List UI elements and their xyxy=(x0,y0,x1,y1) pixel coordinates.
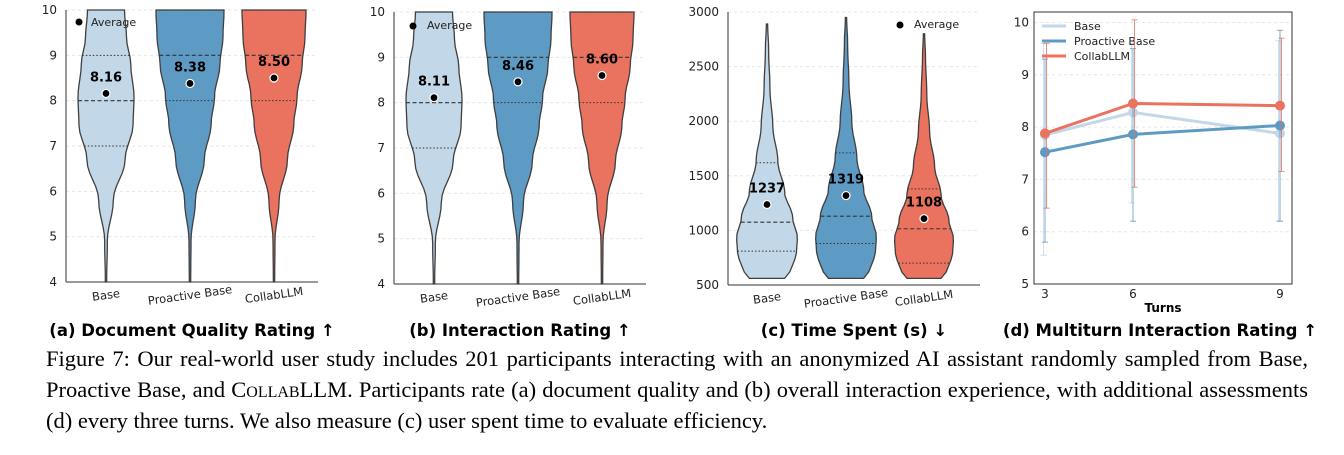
mean-marker xyxy=(101,88,111,99)
legend-marker xyxy=(75,18,83,26)
legend-label: Average xyxy=(914,18,959,31)
figure-caption: Figure 7: Our real-world user study incl… xyxy=(46,343,1308,436)
y-tick-label: 5 xyxy=(49,230,57,244)
violin-base xyxy=(736,23,798,280)
y-tick-label: 9 xyxy=(49,48,57,62)
y-tick-label: 1500 xyxy=(688,169,719,183)
mean-label: 8.50 xyxy=(258,55,290,70)
legend-marker xyxy=(896,21,904,29)
y-tick-label: 7 xyxy=(1021,172,1029,186)
data-point xyxy=(1040,128,1050,139)
y-tick-label: 8 xyxy=(377,96,385,110)
mean-label: 1319 xyxy=(828,173,864,188)
y-tick-label: 2500 xyxy=(688,60,719,74)
mean-label: 8.16 xyxy=(90,70,122,85)
caption-text-2: . Participants rate (a) document quality… xyxy=(46,377,1308,433)
y-tick-label: 10 xyxy=(1014,15,1029,29)
mean-label: 1108 xyxy=(906,196,942,211)
x-tick-label: 9 xyxy=(1276,287,1284,301)
plot-frame xyxy=(1033,11,1293,285)
violin-collabllm xyxy=(893,33,955,280)
y-tick-label: 10 xyxy=(370,5,385,19)
violin-proactive-base xyxy=(815,16,877,280)
violin-proactive-base xyxy=(483,11,553,285)
y-tick-label: 9 xyxy=(1021,68,1029,82)
figure-panels: 4 5 6 7 8 9 10 8.16 Base 8.38 Proactive Base 8.50 Co… xyxy=(42,3,1317,340)
y-tick-label: 3000 xyxy=(688,5,719,19)
violin-panel-2: 500 1000 1500 2000 2500 3000 1237 Base 1319 Proac… xyxy=(688,5,980,340)
category-label: Base xyxy=(752,289,782,307)
caption-collabllm-name: CollabLLM xyxy=(231,377,348,402)
data-point xyxy=(1275,100,1285,111)
line-panel: 5 6 7 8 9 10 3 6 9 Turns Base Proactive Base CollabL… xyxy=(1003,11,1317,340)
legend-label: Base xyxy=(1074,20,1101,33)
panel-title: (a) Document Quality Rating ↑ xyxy=(49,321,334,340)
category-label: Base xyxy=(91,286,121,304)
category-label: Proactive Base xyxy=(803,285,889,311)
category-label: CollabLLM xyxy=(572,286,632,308)
x-tick-label: 6 xyxy=(1129,287,1137,301)
legend-label: CollabLLM xyxy=(1074,50,1130,63)
y-tick-label: 2000 xyxy=(688,114,719,128)
violin-proactive-base xyxy=(155,9,225,283)
y-tick-label: 4 xyxy=(49,275,57,289)
y-tick-label: 9 xyxy=(377,50,385,64)
y-tick-label: 6 xyxy=(49,184,57,198)
violin-panel-1: 4 5 6 7 8 9 10 8.11 Base 8.46 Proactive Base 8.60 Co… xyxy=(370,5,646,340)
series-proactive-base xyxy=(1040,29,1285,243)
y-tick-label: 8 xyxy=(1021,120,1029,134)
mean-marker xyxy=(513,77,523,87)
caption-text-1: Figure 7: Our real-world user study incl… xyxy=(46,346,1308,402)
mean-marker xyxy=(841,190,851,201)
y-tick-label: 6 xyxy=(377,186,385,200)
mean-label: 8.11 xyxy=(418,75,450,90)
legend-label: Proactive Base xyxy=(1074,35,1155,48)
legend-marker xyxy=(409,22,417,30)
category-label: Proactive Base xyxy=(475,284,561,310)
category-label: CollabLLM xyxy=(244,284,304,306)
mean-marker xyxy=(185,78,195,89)
y-tick-label: 7 xyxy=(377,141,385,155)
series-collabllm xyxy=(1040,19,1285,209)
legend-label: Average xyxy=(91,16,136,29)
mean-marker xyxy=(429,93,439,103)
mean-marker xyxy=(269,73,279,83)
y-tick-label: 6 xyxy=(1021,225,1029,239)
data-point xyxy=(1040,147,1050,158)
y-tick-label: 7 xyxy=(49,139,57,153)
mean-label: 8.46 xyxy=(502,59,534,74)
y-tick-label: 4 xyxy=(377,277,385,291)
x-axis-label: Turns xyxy=(1144,301,1181,315)
y-tick-label: 5 xyxy=(1021,277,1029,291)
mean-label: 1237 xyxy=(749,182,785,197)
series-base xyxy=(1040,40,1285,256)
mean-label: 8.38 xyxy=(174,60,206,75)
category-label: CollabLLM xyxy=(894,287,954,309)
category-label: Base xyxy=(419,288,449,306)
y-tick-label: 5 xyxy=(377,232,385,246)
y-tick-label: 1000 xyxy=(688,223,719,237)
mean-marker xyxy=(919,214,929,224)
panel-title: (b) Interaction Rating ↑ xyxy=(409,321,631,340)
legend-label: Average xyxy=(427,19,472,32)
violin-panel-0: 4 5 6 7 8 9 10 8.16 Base 8.38 Proactive Base 8.50 Co… xyxy=(42,3,335,340)
y-tick-label: 8 xyxy=(49,94,57,108)
panel-title: (d) Multiturn Interaction Rating ↑ xyxy=(1003,321,1317,340)
data-point xyxy=(1275,120,1285,131)
y-tick-label: 10 xyxy=(42,3,57,17)
x-tick-label: 3 xyxy=(1041,287,1049,301)
data-point xyxy=(1128,98,1138,109)
mean-marker xyxy=(597,70,607,81)
data-point xyxy=(1128,129,1138,140)
mean-marker xyxy=(762,199,772,210)
category-label: Proactive Base xyxy=(147,282,233,308)
y-tick-label: 500 xyxy=(696,278,719,292)
panel-title: (c) Time Spent (s) ↓ xyxy=(761,321,947,340)
mean-label: 8.60 xyxy=(586,52,618,67)
